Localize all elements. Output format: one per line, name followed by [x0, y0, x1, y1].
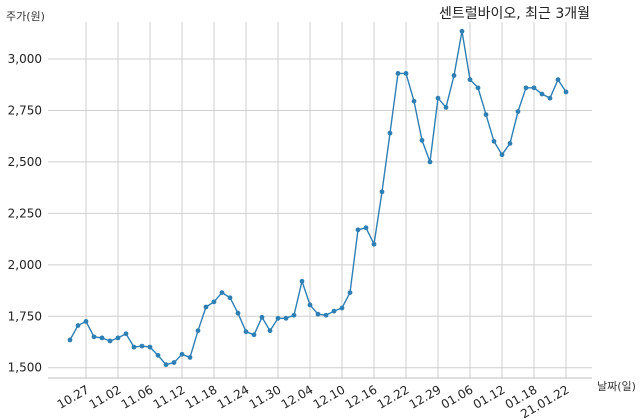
data-point — [475, 85, 481, 91]
x-tick-label: 12.16 — [343, 382, 380, 411]
chart-title: 센트럴바이오, 최근 3개월 — [439, 6, 590, 22]
x-tick-label: 12.04 — [279, 382, 316, 411]
data-point — [555, 77, 561, 83]
data-point — [403, 71, 409, 76]
data-point — [275, 315, 281, 321]
data-point — [163, 362, 169, 368]
data-point — [267, 328, 273, 334]
data-point — [451, 73, 457, 78]
data-point — [443, 104, 449, 110]
data-point — [523, 85, 529, 91]
data-point — [219, 290, 225, 296]
x-tick-label: 12.29 — [407, 382, 444, 411]
y-tick-label: 1,750 — [8, 309, 42, 323]
data-point — [491, 138, 497, 144]
data-point — [123, 331, 129, 337]
x-tick-label: 12.10 — [311, 382, 348, 411]
data-point — [155, 352, 161, 358]
x-tick-label: 11.24 — [215, 382, 252, 411]
data-point — [251, 332, 257, 338]
data-point — [419, 137, 425, 143]
data-point — [339, 305, 345, 311]
data-point — [243, 329, 249, 335]
data-point — [187, 355, 193, 360]
data-point — [211, 299, 217, 305]
y-tick-label: 3,000 — [8, 52, 42, 66]
data-point — [467, 77, 473, 83]
data-point — [283, 315, 289, 321]
x-tick-label: 11.06 — [119, 382, 156, 411]
x-tick-label: 11.02 — [87, 382, 124, 411]
data-point — [363, 225, 369, 231]
data-point — [307, 302, 313, 308]
vertical-grid — [85, 22, 567, 378]
data-point — [435, 95, 441, 101]
y-tick-label: 2,000 — [8, 258, 42, 272]
data-point — [539, 91, 545, 97]
data-point — [379, 189, 385, 195]
horizontal-grid — [48, 58, 592, 369]
x-tick-label: 01.12 — [471, 382, 508, 411]
y-axis-title: 주가(원) — [6, 10, 45, 23]
x-tick-labels: 10.2711.0211.0611.1211.1811.2411.3012.04… — [55, 382, 572, 419]
y-tick-label: 2,250 — [8, 206, 42, 220]
data-point — [67, 337, 73, 343]
series-group — [67, 28, 569, 368]
data-point — [179, 351, 185, 357]
data-point — [235, 310, 241, 316]
y-tick-label: 2,750 — [8, 103, 42, 117]
data-point — [227, 295, 233, 301]
x-axis-title: 날짜(일) — [597, 379, 636, 393]
x-tick-label: 12.22 — [375, 382, 412, 411]
data-point — [259, 314, 265, 320]
x-tick-label: 01.06 — [439, 382, 476, 411]
data-point — [459, 28, 465, 34]
y-tick-labels: 1,500 1,750 2,000 2,250 2,500 2,750 3,000 — [8, 52, 42, 375]
data-point — [107, 338, 113, 344]
data-point — [427, 159, 433, 165]
data-point — [411, 98, 417, 104]
x-tick-label: 11.12 — [151, 382, 188, 411]
data-point — [371, 241, 377, 247]
data-point — [347, 290, 353, 296]
data-point — [315, 311, 321, 317]
data-point — [547, 95, 553, 101]
data-point — [531, 85, 537, 91]
data-point — [115, 335, 121, 341]
data-point — [195, 328, 201, 334]
x-tick-label: 11.18 — [183, 382, 220, 411]
y-tick-label: 1,500 — [8, 361, 42, 375]
data-point — [75, 323, 81, 328]
data-point — [507, 141, 513, 146]
data-point — [563, 89, 569, 95]
data-point — [147, 344, 153, 350]
data-point — [299, 278, 305, 284]
data-point — [499, 152, 505, 158]
x-tick-label: 10.27 — [55, 382, 92, 411]
data-point — [203, 304, 209, 310]
data-point — [387, 130, 393, 136]
y-tick-label: 2,500 — [8, 155, 42, 169]
data-point — [83, 319, 89, 324]
data-point — [91, 334, 97, 340]
data-point — [515, 109, 521, 114]
x-tick-label: 11.30 — [247, 382, 284, 411]
data-point — [99, 335, 105, 341]
data-point — [323, 312, 329, 318]
data-point — [171, 360, 177, 365]
data-point — [355, 227, 361, 233]
data-point — [483, 112, 489, 118]
data-point — [131, 344, 137, 350]
data-point — [291, 312, 297, 318]
data-point — [395, 71, 401, 76]
data-point — [139, 343, 145, 349]
data-point — [331, 308, 337, 314]
